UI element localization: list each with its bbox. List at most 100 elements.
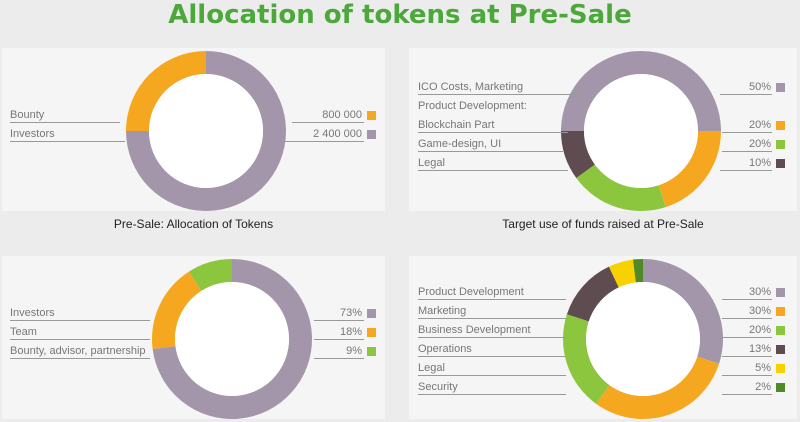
legend-leader-line [722,132,772,133]
legend-value: 10% [748,157,771,169]
donut-slice-business-development [563,314,610,404]
legend-leader-line [722,151,772,152]
legend-leader-line [314,339,364,340]
legend-swatch [367,309,376,318]
legend-label: Operations [418,343,472,355]
legend-value: 20% [748,119,771,131]
legend-swatch [776,307,785,316]
legend-swatch [776,364,785,373]
legend-leader-line [418,151,563,152]
legend-label: Team [10,326,37,338]
page-title: Allocation of tokens at Pre-Sale [168,0,632,30]
legend-value: 800 000 [322,109,362,121]
legend-value: 13% [748,343,771,355]
legend-swatch [776,288,785,297]
donut-slice-blockchain-part [658,131,721,208]
legend-leader-line [418,132,568,133]
legend-swatch [367,111,376,120]
donut-chart-3 [152,259,312,419]
legend-group-label: Product Development: [418,100,527,112]
legend-leader-line [722,318,772,319]
legend-label: Business Development [418,324,531,336]
donut-chart-2 [561,51,721,212]
legend-swatch [776,121,785,130]
donut-hole [175,282,289,396]
legend-value: 30% [748,305,771,317]
legend-label: Bounty, advisor, partnership [10,345,146,357]
legend-label: Blockchain Part [418,119,495,131]
legend-value: 9% [346,345,362,357]
legend-label: Investors [10,128,55,140]
donut-chart-1 [126,51,286,211]
legend-label: Game-design, UI [418,138,502,150]
legend-leader-line [292,122,364,123]
donut-slice-security [632,259,643,283]
donut-slice-game-design-ui [576,164,666,212]
legend-value: 30% [748,286,771,298]
legend-label: Product Development [418,286,524,298]
chart-caption: Pre-Sale: Allocation of Tokens [113,217,274,231]
donut-slice-bounty-advisor-partnership [189,259,232,291]
legend-swatch [776,326,785,335]
legend-value: 20% [748,138,771,150]
legend-leader-line [720,170,772,171]
legend-label: Investors [10,307,55,319]
legend-value: 73% [339,307,362,319]
legend-leader-line [722,337,772,338]
legend-leader-line [720,94,772,95]
legend-leader-line [418,337,566,338]
legend-leader-line [10,320,150,321]
legend-leader-line [418,94,580,95]
donut-slice-ico-costs-marketing [561,51,721,131]
legend-label: Security [418,381,458,393]
legend-leader-line [722,299,772,300]
donut-slice-team [152,271,202,350]
legend-leader-line [722,375,772,376]
legend-leader-line [722,356,772,357]
legend-leader-line [418,394,566,395]
donut-slice-legal [561,131,595,179]
legend-swatch [776,383,785,392]
legend-leader-line [418,375,566,376]
legend-label: ICO Costs, Marketing [418,81,524,93]
legend-leader-line [285,141,364,142]
legend-swatch [367,328,376,337]
legend-label: Legal [418,362,445,374]
legend-swatch [776,83,785,92]
legend-value: 18% [339,326,362,338]
legend-value: 2 400 000 [313,128,362,140]
legend-leader-line [418,356,566,357]
legend-value: 5% [755,362,771,374]
donut-chart-4 [563,259,723,419]
legend-leader-line [418,318,566,319]
legend-leader-line [314,320,364,321]
donut-hole [149,74,263,188]
legend-label: Bounty [10,109,45,121]
legend-swatch [367,347,376,356]
legend-swatch [776,140,785,149]
legend-leader-line [10,358,150,359]
legend-leader-line [10,339,150,340]
legend-leader-line [418,170,568,171]
legend-value: 50% [748,81,771,93]
donut-slice-bounty [126,51,206,131]
legend-label: Marketing [418,305,467,317]
donut-hole [586,282,700,396]
legend-value: 20% [748,324,771,336]
legend-leader-line [722,394,772,395]
donut-slice-operations [566,266,619,322]
legend-leader-line [10,122,120,123]
legend-value: 2% [755,381,771,393]
legend-swatch [776,159,785,168]
legend-leader-line [10,141,125,142]
legend-swatch [367,130,376,139]
donut-slice-marketing [595,356,720,419]
legend-leader-line [314,358,364,359]
legend-label: Legal [418,157,445,169]
legend-leader-line [418,299,566,300]
legend-swatch [776,345,785,354]
chart-caption: Target use of funds raised at Pre-Sale [502,217,704,231]
donut-hole [584,74,698,188]
donut-slice-legal [608,259,636,288]
donut-slice-product-development [643,259,723,364]
